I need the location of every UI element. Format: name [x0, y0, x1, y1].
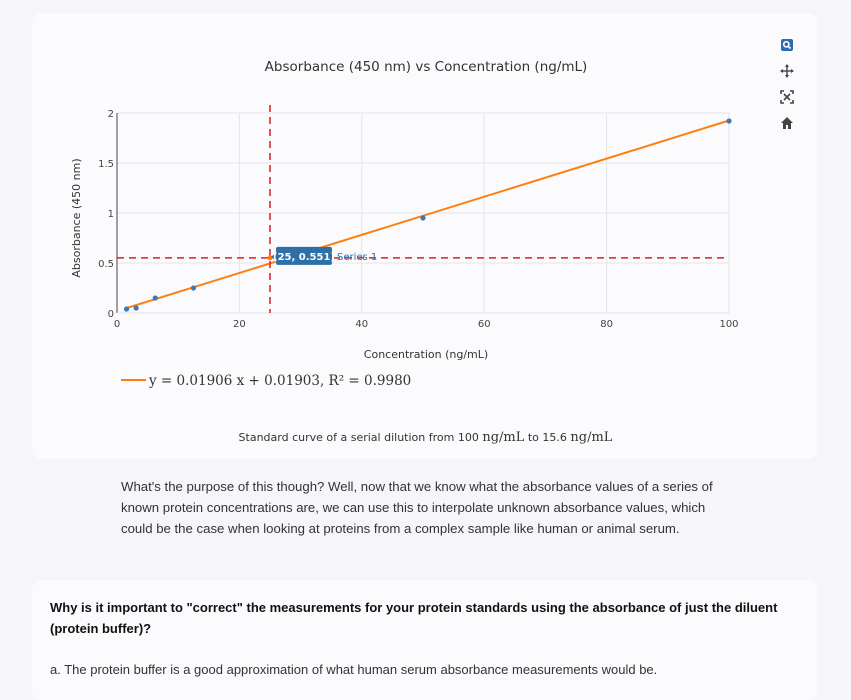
x-tick-label: 0 [114, 319, 120, 330]
question-text: Why is it important to "correct" the mea… [50, 600, 778, 636]
marker-point [267, 255, 273, 261]
y-tick-label: 2 [108, 109, 114, 120]
legend-equation: y = 0.01906 x + 0.01903, R² = 0.9980 [148, 373, 411, 389]
y-axis-label: Absorbance (450 nm) [70, 158, 83, 277]
data-point [726, 118, 732, 124]
data-point [420, 215, 426, 221]
x-tick-label: 60 [478, 319, 491, 330]
zoom-icon[interactable] [777, 35, 797, 55]
x-tick-label: 100 [719, 319, 738, 330]
fit-line [126, 119, 730, 310]
caption-prefix: Standard curve of a serial dilution from… [238, 431, 483, 444]
question-card [32, 580, 818, 700]
data-point [152, 295, 158, 301]
autoscale-icon[interactable] [777, 87, 797, 107]
y-tick-label: 0 [108, 309, 114, 320]
tooltip-series-name: Series 1 [337, 252, 377, 263]
figure-caption: Standard curve of a serial dilution from… [0, 430, 851, 445]
chart-title: Absorbance (450 nm) vs Concentration (ng… [265, 59, 588, 75]
tooltip-box [276, 246, 332, 265]
tooltip-arrow [271, 252, 276, 261]
tooltip-value: (25, 0.551) [273, 252, 335, 263]
caption-middle: to 15.6 [524, 431, 571, 444]
answer-option-a[interactable]: a. The protein buffer is a good approxim… [50, 662, 658, 677]
chart: Absorbance (450 nm) vs Concentration (ng… [70, 59, 739, 389]
y-tick-label: 0.5 [98, 259, 114, 270]
home-icon[interactable] [777, 113, 797, 133]
caption-unit-2: ng/mL [570, 430, 613, 445]
x-tick-label: 80 [600, 319, 613, 330]
pan-icon[interactable] [777, 61, 797, 81]
data-point [133, 305, 139, 311]
x-tick-label: 40 [355, 319, 368, 330]
chart-legend[interactable]: y = 0.01906 x + 0.01903, R² = 0.9980 [121, 373, 411, 389]
data-point [190, 285, 197, 291]
x-tick-label: 20 [233, 319, 246, 330]
data-point [123, 306, 130, 312]
chart-modebar [775, 35, 799, 139]
chart-grid [117, 112, 730, 313]
y-tick-label: 1.5 [98, 159, 114, 170]
explanation-paragraph: What's the purpose of this though? Well,… [121, 479, 713, 536]
chart-card [32, 13, 818, 459]
chart-axes: 0 20 40 60 80 100 0 0.5 1 1.5 2 [98, 109, 738, 330]
y-tick-label: 1 [108, 209, 114, 220]
caption-unit-1: ng/mL [482, 430, 525, 445]
x-axis-label: Concentration (ng/mL) [364, 348, 488, 361]
